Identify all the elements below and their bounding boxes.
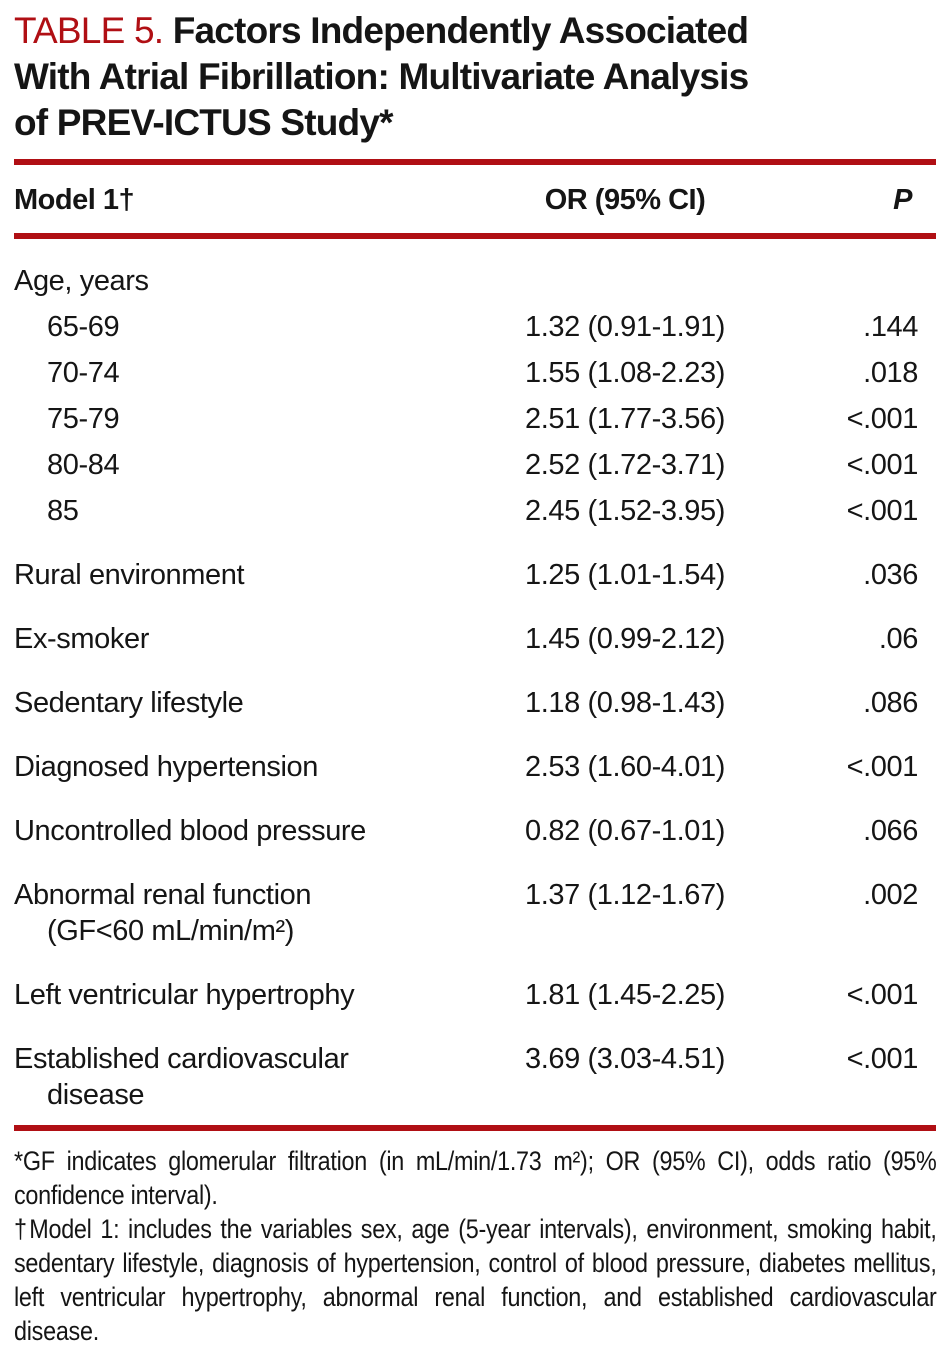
row-label-cell: Left ventricular hypertrophy — [14, 977, 470, 1013]
table-row: Sedentary lifestyle 1.18 (0.98-1.43) .08… — [14, 685, 936, 721]
row-label: Diagnosed hypertension — [14, 751, 318, 783]
row-label: Rural environment — [14, 559, 245, 591]
row-label: 75-79 — [47, 403, 120, 435]
table-title-line-3: of PREV-ICTUS Study* — [14, 102, 394, 143]
row-label-cell: Uncontrolled blood pressure — [14, 813, 470, 849]
row-p-value: .002 — [863, 879, 918, 911]
row-or-value: 1.81 (1.45-2.25) — [525, 979, 725, 1011]
table-footnotes: *GF indicates glomerular filtration (in … — [14, 1144, 937, 1348]
row-or-value: 1.25 (1.01-1.54) — [525, 559, 725, 591]
row-p-value: <.001 — [846, 1043, 919, 1075]
row-p-value: .086 — [863, 687, 918, 719]
table-row: 80-84 2.52 (1.72-3.71) <.001 — [14, 447, 936, 483]
footer-divider-rule — [14, 1125, 936, 1131]
table-number-label: TABLE 5. — [14, 10, 164, 51]
row-label-continuation: disease — [47, 1079, 145, 1111]
table-row: Abnormal renal function (GF<60 mL/min/m²… — [14, 877, 936, 949]
row-label-cell: 85 — [14, 493, 470, 529]
table-row: Left ventricular hypertrophy 1.81 (1.45-… — [14, 977, 936, 1013]
table-row: 65-69 1.32 (0.91-1.91) .144 — [14, 309, 936, 345]
row-label-cell: 65-69 — [14, 309, 470, 345]
row-or-value: 1.45 (0.99-2.12) — [525, 623, 725, 655]
row-p-value: .036 — [863, 559, 918, 591]
table-header-row: Model 1† OR (95% CI) P — [14, 182, 936, 218]
row-label: 70-74 — [47, 357, 120, 389]
row-label-cell: Age, years — [14, 263, 470, 299]
row-or-value: 1.37 (1.12-1.67) — [525, 879, 725, 911]
table-title-line-2: With Atrial Fibrillation: Multivariate A… — [14, 56, 749, 97]
row-p-value: .018 — [863, 357, 918, 389]
row-p-value: <.001 — [846, 449, 919, 481]
header-divider-rule — [14, 233, 936, 239]
table-row: Diagnosed hypertension 2.53 (1.60-4.01) … — [14, 749, 936, 785]
row-label: Left ventricular hypertrophy — [14, 979, 355, 1011]
table-title-line-1: TABLE 5. Factors Independently Associate… — [14, 8, 936, 54]
row-label: 80-84 — [47, 449, 120, 481]
row-or-value: 2.51 (1.77-3.56) — [525, 403, 725, 435]
title-divider-rule — [14, 159, 936, 165]
row-or-value: 1.55 (1.08-2.23) — [525, 357, 725, 389]
row-or-value: 1.18 (0.98-1.43) — [525, 687, 725, 719]
row-label: 65-69 — [47, 311, 120, 343]
table-row: Age, years — [14, 263, 936, 299]
table-row: 70-74 1.55 (1.08-2.23) .018 — [14, 355, 936, 391]
row-label-cell: Abnormal renal function (GF<60 mL/min/m²… — [14, 877, 470, 949]
row-label-cell: 75-79 — [14, 401, 470, 437]
row-or-value: 2.52 (1.72-3.71) — [525, 449, 725, 481]
row-label-cell: Diagnosed hypertension — [14, 749, 470, 785]
row-or-value: 0.82 (0.67-1.01) — [525, 815, 725, 847]
table-body: Age, years 65-69 1.32 (0.91-1.91) .144 7… — [14, 263, 936, 1113]
row-label: Age, years — [14, 265, 149, 297]
row-or-value: 2.45 (1.52-3.95) — [525, 495, 725, 527]
row-or-value: 2.53 (1.60-4.01) — [525, 751, 725, 783]
row-p-value: .066 — [863, 815, 918, 847]
row-p-value: .144 — [863, 311, 918, 343]
row-label-continuation: (GF<60 mL/min/m²) — [47, 915, 294, 947]
table-row: Rural environment 1.25 (1.01-1.54) .036 — [14, 557, 936, 593]
table-row: Established cardiovascular disease 3.69 … — [14, 1041, 936, 1113]
table-title: TABLE 5. Factors Independently Associate… — [14, 8, 936, 146]
row-label: 85 — [47, 495, 79, 527]
row-label: Uncontrolled blood pressure — [14, 815, 366, 847]
footnote-dagger: †Model 1: includes the variables sex, ag… — [14, 1214, 937, 1346]
row-p-value: .06 — [878, 623, 919, 655]
row-p-value: <.001 — [846, 979, 919, 1011]
column-header-p: P — [893, 184, 912, 216]
table-row: Uncontrolled blood pressure 0.82 (0.67-1… — [14, 813, 936, 849]
column-header-or-ci: OR (95% CI) — [544, 184, 706, 216]
table-row: 75-79 2.51 (1.77-3.56) <.001 — [14, 401, 936, 437]
row-label: Established cardiovascular — [14, 1043, 349, 1075]
table-title-text: Factors Independently Associated — [172, 10, 749, 51]
row-label: Sedentary lifestyle — [14, 687, 244, 719]
row-label: Abnormal renal function — [14, 879, 312, 911]
row-label-cell: Ex-smoker — [14, 621, 470, 657]
row-label-cell: Established cardiovascular disease — [14, 1041, 470, 1113]
row-label-cell: 80-84 — [14, 447, 470, 483]
row-p-value: <.001 — [846, 751, 919, 783]
table-row: Ex-smoker 1.45 (0.99-2.12) .06 — [14, 621, 936, 657]
row-label-cell: Rural environment — [14, 557, 470, 593]
row-label: Ex-smoker — [14, 623, 149, 655]
column-header-model: Model 1† — [14, 184, 135, 216]
table-row: 85 2.45 (1.52-3.95) <.001 — [14, 493, 936, 529]
row-p-value: <.001 — [846, 403, 919, 435]
footnote-asterisk: *GF indicates glomerular filtration (in … — [14, 1146, 937, 1210]
row-or-value: 1.32 (0.91-1.91) — [525, 311, 725, 343]
row-label-cell: 70-74 — [14, 355, 470, 391]
row-p-value: <.001 — [846, 495, 919, 527]
row-or-value: 3.69 (3.03-4.51) — [525, 1043, 725, 1075]
row-label-cell: Sedentary lifestyle — [14, 685, 470, 721]
